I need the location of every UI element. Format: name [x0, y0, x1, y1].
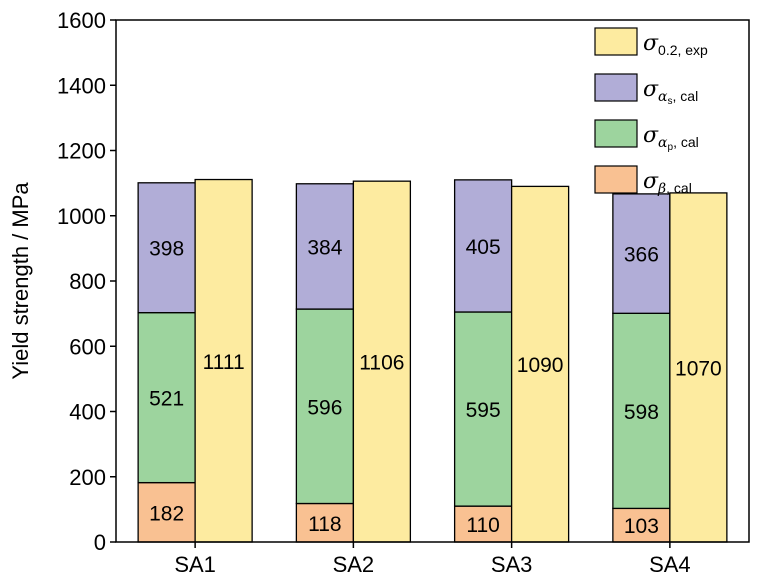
bar-value-label: 1111	[203, 351, 245, 374]
bars-group	[137, 178, 728, 543]
y-tick-label: 1000	[57, 204, 106, 229]
bar-value-label: 384	[307, 236, 342, 259]
bar-value-label: 366	[624, 244, 659, 267]
x-axis: SA1 SA2 SA3 SA4	[174, 542, 691, 577]
bar-segment	[453, 179, 513, 313]
legend-entry-label: σβ, cal	[643, 169, 692, 197]
y-tick-label: 800	[69, 269, 106, 294]
bar-exp	[352, 180, 412, 543]
bar-value-label: 103	[624, 515, 659, 538]
bar-value-label: 182	[149, 502, 184, 525]
bar-exp	[510, 185, 570, 543]
y-tick-label: 0	[94, 530, 106, 555]
y-tick-label: 1400	[57, 73, 106, 98]
bar-value-label: 596	[307, 396, 342, 419]
y-axis: 0 200 400 600 800 1000 1200 1400 1600	[57, 8, 116, 555]
y-tick-label: 1600	[57, 8, 106, 33]
y-tick-label: 400	[69, 400, 106, 425]
bar-segment	[612, 312, 671, 510]
bar-value-label: 521	[149, 388, 184, 411]
x-tick-label: SA2	[333, 552, 375, 577]
y-tick-label: 600	[69, 334, 106, 359]
legend-entry-label: σ0.2, exp	[643, 31, 708, 58]
bar-exp	[669, 192, 728, 543]
x-tick-label: SA4	[649, 552, 691, 577]
bar-value-label: 1090	[517, 354, 564, 377]
bar-value-label: 1070	[675, 357, 722, 380]
bar-value-label: 118	[308, 513, 341, 536]
bar-segment	[137, 182, 196, 314]
bar-segment	[295, 308, 355, 505]
bar-value-label: 405	[466, 236, 501, 259]
bar-segment	[453, 505, 513, 543]
legend-swatch	[594, 73, 638, 102]
x-tick-label: SA3	[491, 552, 533, 577]
legend-swatch	[594, 27, 638, 56]
y-tick-label: 1200	[57, 139, 106, 164]
bar-labels-group: 182 521 398 1111 118 596 384 1106 110 595 405 1090 1…	[149, 236, 722, 538]
legend: σ0.2, exp σαs, cal σαp, cal σβ, cal	[594, 27, 708, 197]
legend-entry-label: σαp, cal	[643, 123, 699, 153]
legend-swatch	[594, 119, 638, 148]
bar-value-label: 598	[624, 401, 659, 424]
bar-segment	[612, 507, 671, 543]
y-axis-title: Yield strength / MPa	[8, 182, 33, 380]
x-tick-label: SA1	[174, 552, 216, 577]
bar-value-label: 1106	[359, 352, 404, 375]
legend-swatch	[594, 165, 638, 194]
y-tick-label: 200	[69, 465, 106, 490]
bar-value-label: 110	[466, 514, 499, 537]
bar-segment	[137, 481, 196, 543]
bar-segment	[612, 193, 671, 314]
bar-value-label: 398	[149, 238, 184, 261]
legend-entry-label: σαs, cal	[643, 77, 698, 107]
bar-value-label: 595	[466, 399, 501, 422]
